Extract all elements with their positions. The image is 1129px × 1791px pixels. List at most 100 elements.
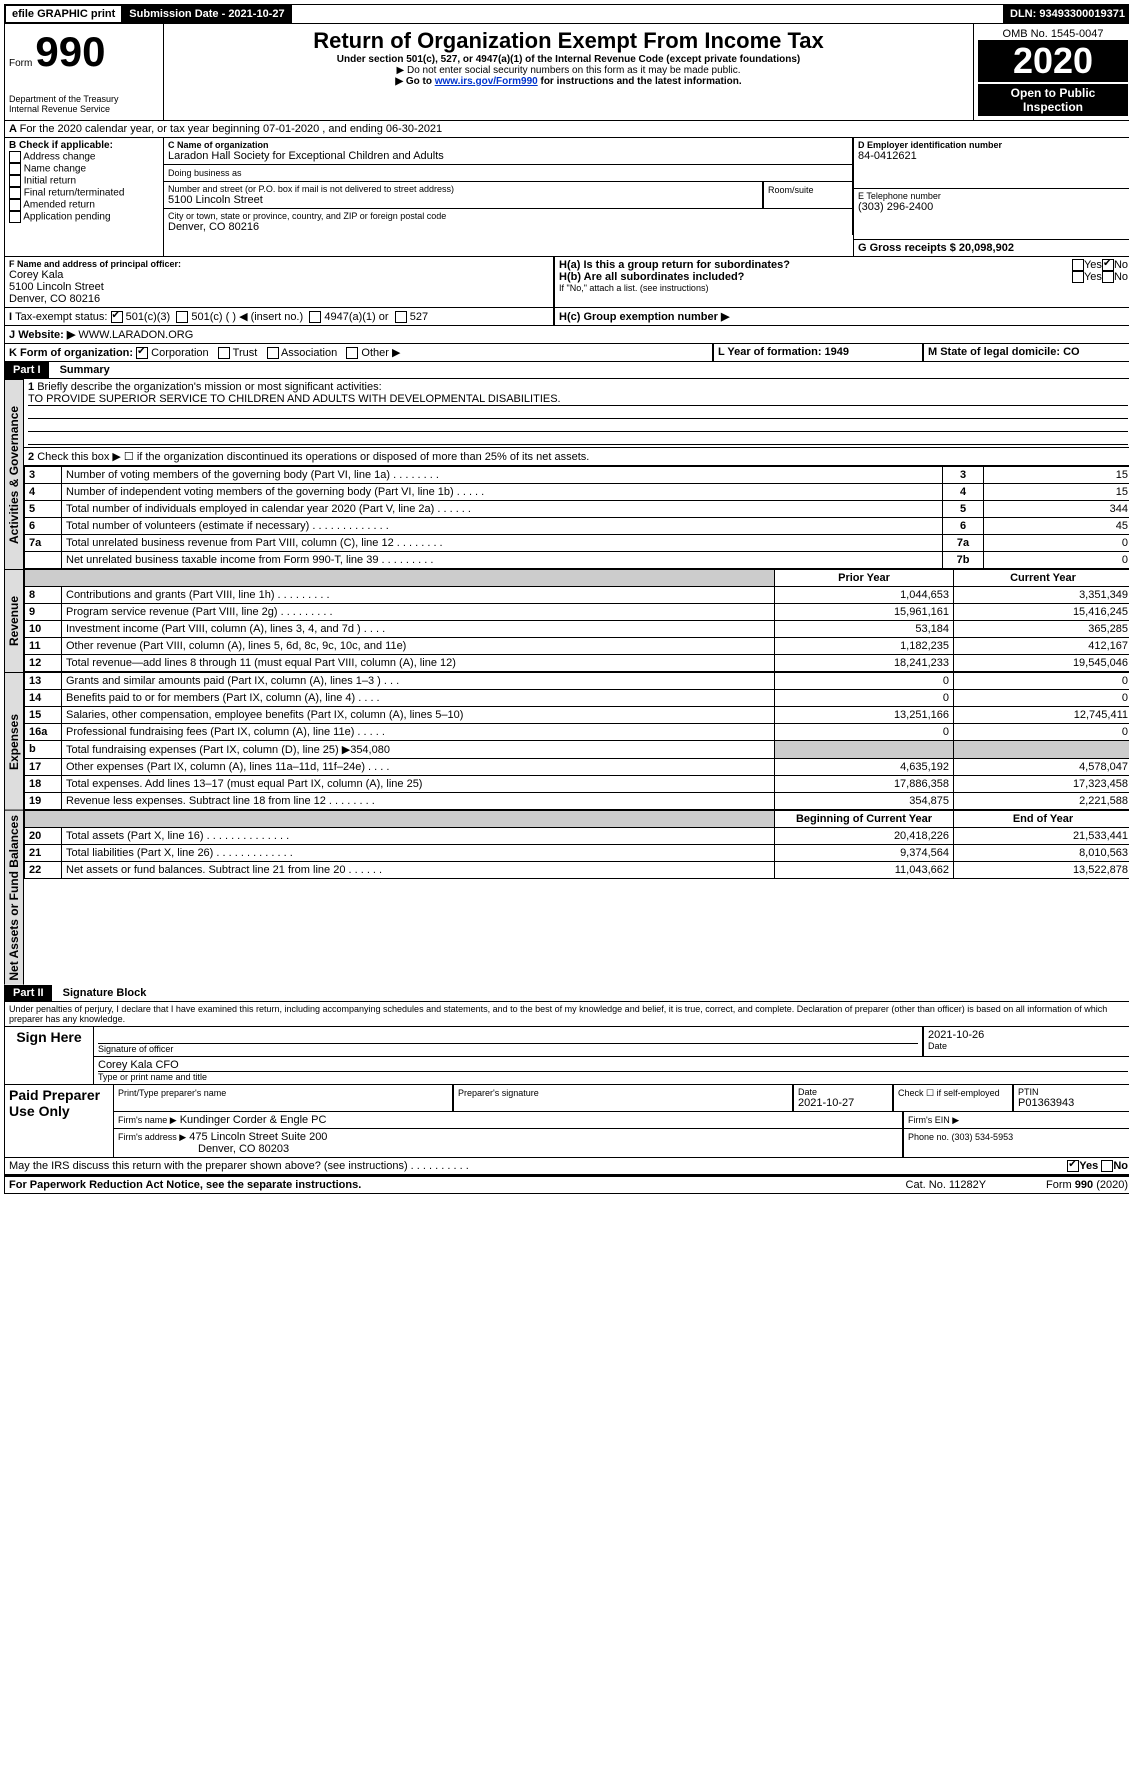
k-label: K Form of organization:: [9, 347, 133, 359]
b-check[interactable]: [9, 163, 21, 175]
line1-label: Briefly describe the organization's miss…: [37, 381, 381, 393]
ha-no[interactable]: [1102, 259, 1114, 271]
officer-addr2: Denver, CO 80216: [9, 293, 549, 305]
telephone: (303) 296-2400: [858, 201, 1128, 213]
i-4947[interactable]: [309, 311, 321, 323]
open-public: Open to Public Inspection: [978, 84, 1128, 116]
hb-yes[interactable]: [1072, 271, 1084, 283]
dept-label: Department of the Treasury Internal Reve…: [9, 94, 159, 114]
firm-city: Denver, CO 80203: [198, 1143, 289, 1155]
section-b: B Check if applicable: Address change Na…: [4, 138, 164, 257]
form-footer: Form 990 (2020): [1046, 1179, 1128, 1191]
prep-date-label: Date: [798, 1087, 888, 1097]
hb-no[interactable]: [1102, 271, 1114, 283]
omb-number: OMB No. 1545-0047: [978, 28, 1128, 40]
j-label: J: [9, 329, 18, 341]
firm-addr: 475 Lincoln Street Suite 200: [189, 1131, 327, 1143]
city-label: City or town, state or province, country…: [168, 211, 848, 221]
b-check[interactable]: [9, 151, 21, 163]
sig-officer-label: Signature of officer: [98, 1044, 918, 1054]
side-revenue: Revenue: [4, 569, 24, 672]
h-c: H(c) Group exemption number ▶: [559, 311, 729, 323]
prep-check: Check ☐ if self-employed: [898, 1088, 1000, 1098]
mission-text: TO PROVIDE SUPERIOR SERVICE TO CHILDREN …: [28, 393, 1128, 406]
addr-label: Number and street (or P.O. box if mail i…: [168, 184, 758, 194]
c-name-label: C Name of organization: [168, 140, 848, 150]
ha-yes[interactable]: [1072, 259, 1084, 271]
side-netassets: Net Assets or Fund Balances: [4, 810, 24, 985]
subtitle-1: Under section 501(c), 527, or 4947(a)(1)…: [168, 54, 969, 65]
city-state-zip: Denver, CO 80216: [168, 221, 848, 233]
g-gross: G Gross receipts $ 20,098,902: [858, 242, 1014, 254]
sig-date: 2021-10-26: [928, 1029, 1128, 1041]
sign-here-label: Sign Here: [4, 1027, 94, 1085]
b-check[interactable]: [9, 211, 21, 223]
b-check[interactable]: [9, 199, 21, 211]
part1-header: Part I: [5, 362, 49, 378]
paperwork-notice: For Paperwork Reduction Act Notice, see …: [9, 1179, 361, 1191]
name-title-label: Type or print name and title: [98, 1072, 1128, 1082]
governance-table: 3Number of voting members of the governi…: [24, 466, 1129, 569]
irs-link[interactable]: www.irs.gov/Form990: [435, 76, 538, 87]
top-bar: efile GRAPHIC print Submission Date - 20…: [4, 4, 1129, 24]
i-501c[interactable]: [176, 311, 188, 323]
k-opt[interactable]: [267, 347, 279, 359]
prep-date: 2021-10-27: [798, 1097, 888, 1109]
k-opt[interactable]: [346, 347, 358, 359]
dln: DLN: 93493300019371: [1003, 5, 1129, 23]
prep-name-label: Print/Type preparer's name: [118, 1088, 226, 1098]
street-address: 5100 Lincoln Street: [168, 194, 758, 206]
discuss-no[interactable]: [1101, 1160, 1113, 1172]
submission-date: Submission Date - 2021-10-27: [122, 5, 291, 23]
discuss: May the IRS discuss this return with the…: [9, 1160, 469, 1172]
i-501c3[interactable]: [111, 311, 123, 323]
k-opt[interactable]: [218, 347, 230, 359]
website: WWW.LARADON.ORG: [78, 329, 193, 341]
netassets-table: Beginning of Current YearEnd of Year20To…: [24, 810, 1129, 879]
form-number: 990: [35, 28, 105, 75]
b-check[interactable]: [9, 187, 21, 199]
room-label: Room/suite: [768, 185, 814, 195]
form-header: Form 990 Department of the Treasury Inte…: [4, 24, 1129, 121]
side-expenses: Expenses: [4, 672, 24, 810]
ein: 84-0412621: [858, 150, 1128, 162]
l-year: L Year of formation: 1949: [718, 346, 849, 358]
phone-label: Phone no. (303) 534-5953: [908, 1132, 1013, 1142]
line2: Check this box ▶ ☐ if the organization d…: [37, 451, 589, 463]
sig-date-label: Date: [928, 1041, 1128, 1051]
efile-button[interactable]: efile GRAPHIC print: [5, 5, 122, 23]
firm-name-label: Firm's name ▶: [118, 1115, 177, 1125]
firm-addr-label: Firm's address ▶: [118, 1132, 186, 1142]
f-label: F Name and address of principal officer:: [9, 259, 549, 269]
part1-title: Summary: [52, 364, 110, 376]
ptin-label: PTIN: [1018, 1087, 1128, 1097]
ptin: P01363943: [1018, 1097, 1128, 1109]
form-title: Return of Organization Exempt From Incom…: [168, 28, 969, 54]
paid-preparer-label: Paid Preparer Use Only: [4, 1085, 114, 1158]
subtitle-3: ▶ Go to www.irs.gov/Form990 for instruct…: [168, 76, 969, 87]
b-check[interactable]: [9, 175, 21, 187]
prep-sig-label: Preparer's signature: [458, 1088, 539, 1098]
h-a: H(a) Is this a group return for subordin…: [559, 259, 790, 271]
tax-year: 2020: [978, 40, 1128, 82]
line-a: A For the 2020 calendar year, or tax yea…: [4, 121, 1129, 138]
k-opt[interactable]: [136, 347, 148, 359]
m-state: M State of legal domicile: CO: [928, 346, 1080, 358]
form-prefix: Form: [9, 58, 32, 69]
side-activities: Activities & Governance: [4, 379, 24, 569]
i-527[interactable]: [395, 311, 407, 323]
name-title: Corey Kala CFO: [98, 1059, 1128, 1072]
firm-name: Kundinger Corder & Engle PC: [180, 1114, 327, 1126]
officer-name: Corey Kala: [9, 269, 549, 281]
d-label: D Employer identification number: [858, 140, 1128, 150]
e-label: E Telephone number: [858, 191, 1128, 201]
discuss-yes[interactable]: [1067, 1160, 1079, 1172]
h-b: H(b) Are all subordinates included?: [559, 271, 744, 283]
expenses-table: 13Grants and similar amounts paid (Part …: [24, 672, 1129, 810]
perjury-text: Under penalties of perjury, I declare th…: [4, 1002, 1129, 1027]
revenue-table: Prior YearCurrent Year8Contributions and…: [24, 569, 1129, 672]
officer-addr1: 5100 Lincoln Street: [9, 281, 549, 293]
org-name: Laradon Hall Society for Exceptional Chi…: [168, 150, 848, 162]
subtitle-2: ▶ Do not enter social security numbers o…: [168, 65, 969, 76]
part2-title: Signature Block: [55, 987, 147, 999]
